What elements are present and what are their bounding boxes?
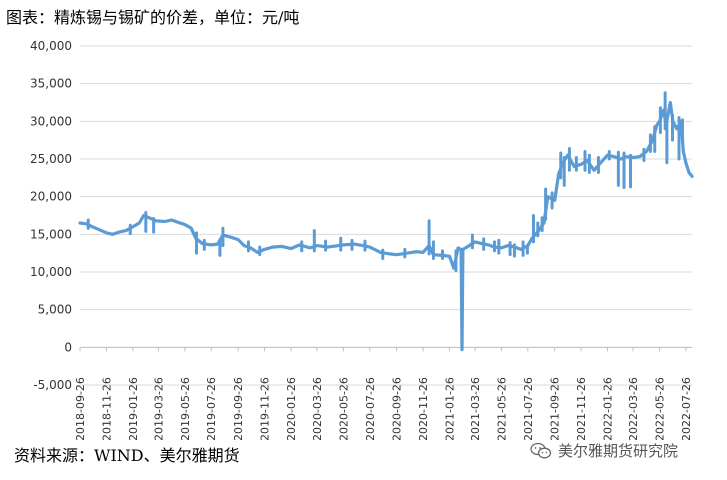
x-tick-label: 2019-09-26 bbox=[232, 377, 245, 440]
x-tick-label: 2021-03-26 bbox=[469, 377, 482, 440]
x-tick-label: 2020-09-26 bbox=[391, 377, 404, 440]
y-tick-label: -5,000 bbox=[33, 378, 72, 392]
x-tick-label: 2018-09-26 bbox=[74, 377, 87, 440]
x-tick-label: 2022-07-26 bbox=[680, 377, 693, 440]
y-tick-label: 40,000 bbox=[30, 39, 72, 53]
y-tick-label: 5,000 bbox=[38, 303, 72, 317]
x-tick-label: 2019-03-26 bbox=[152, 377, 165, 440]
watermark-text: 美尔雅期货研究院 bbox=[558, 442, 679, 460]
x-tick-label: 2020-01-26 bbox=[285, 377, 298, 440]
x-tick-label: 2021-07-26 bbox=[522, 377, 535, 440]
y-tick-label: 0 bbox=[64, 340, 72, 354]
series-line bbox=[78, 100, 694, 352]
x-tick-label: 2019-05-26 bbox=[179, 377, 192, 440]
chart-title: 图表：精炼锡与锡矿的价差，单位：元/吨 bbox=[6, 8, 300, 27]
source-note: 资料来源：WIND、美尔雅期货 bbox=[14, 446, 240, 465]
x-tick-label: 2022-03-26 bbox=[627, 377, 640, 440]
wechat-icon bbox=[530, 442, 552, 458]
x-tick-label: 2021-01-26 bbox=[443, 377, 456, 440]
y-tick-label: 25,000 bbox=[30, 152, 72, 166]
series-group bbox=[78, 91, 694, 352]
x-tick-label: 2021-05-26 bbox=[495, 377, 508, 440]
x-tick-label: 2020-11-26 bbox=[417, 377, 430, 440]
x-axis-tick-labels: 2018-09-26 2018-11-26 2019-01-26 2019-03-26… bbox=[74, 377, 693, 440]
x-tick-label: 2019-01-26 bbox=[127, 377, 140, 440]
watermark: 美尔雅期货研究院 bbox=[530, 440, 678, 461]
line-chart: -5,000 0 5,000 10,000 15,000 20,000 25,000 30,0… bbox=[30, 39, 694, 440]
x-tick-label: 2021-09-26 bbox=[549, 377, 562, 440]
x-tick-label: 2020-03-26 bbox=[311, 377, 324, 440]
y-tick-label: 35,000 bbox=[30, 77, 72, 91]
x-tick-label: 2019-07-26 bbox=[205, 377, 218, 440]
y-tick-label: 15,000 bbox=[30, 227, 72, 241]
y-tick-label: 10,000 bbox=[30, 265, 72, 279]
y-tick-label: 20,000 bbox=[30, 190, 72, 204]
x-tick-label: 2022-01-26 bbox=[602, 377, 615, 440]
x-tick-label: 2020-07-26 bbox=[364, 377, 377, 440]
y-tick-label: 30,000 bbox=[30, 114, 72, 128]
x-tick-label: 2020-05-26 bbox=[337, 377, 350, 440]
x-tick-label: 2018-11-26 bbox=[100, 377, 113, 440]
y-axis-tick-labels: -5,000 0 5,000 10,000 15,000 20,000 25,000 30,0… bbox=[30, 39, 72, 392]
gridlines bbox=[79, 45, 692, 386]
x-tick-label: 2021-11-26 bbox=[575, 377, 588, 440]
x-tick-label: 2019-11-26 bbox=[259, 377, 272, 440]
x-tick-label: 2022-05-26 bbox=[654, 377, 667, 440]
